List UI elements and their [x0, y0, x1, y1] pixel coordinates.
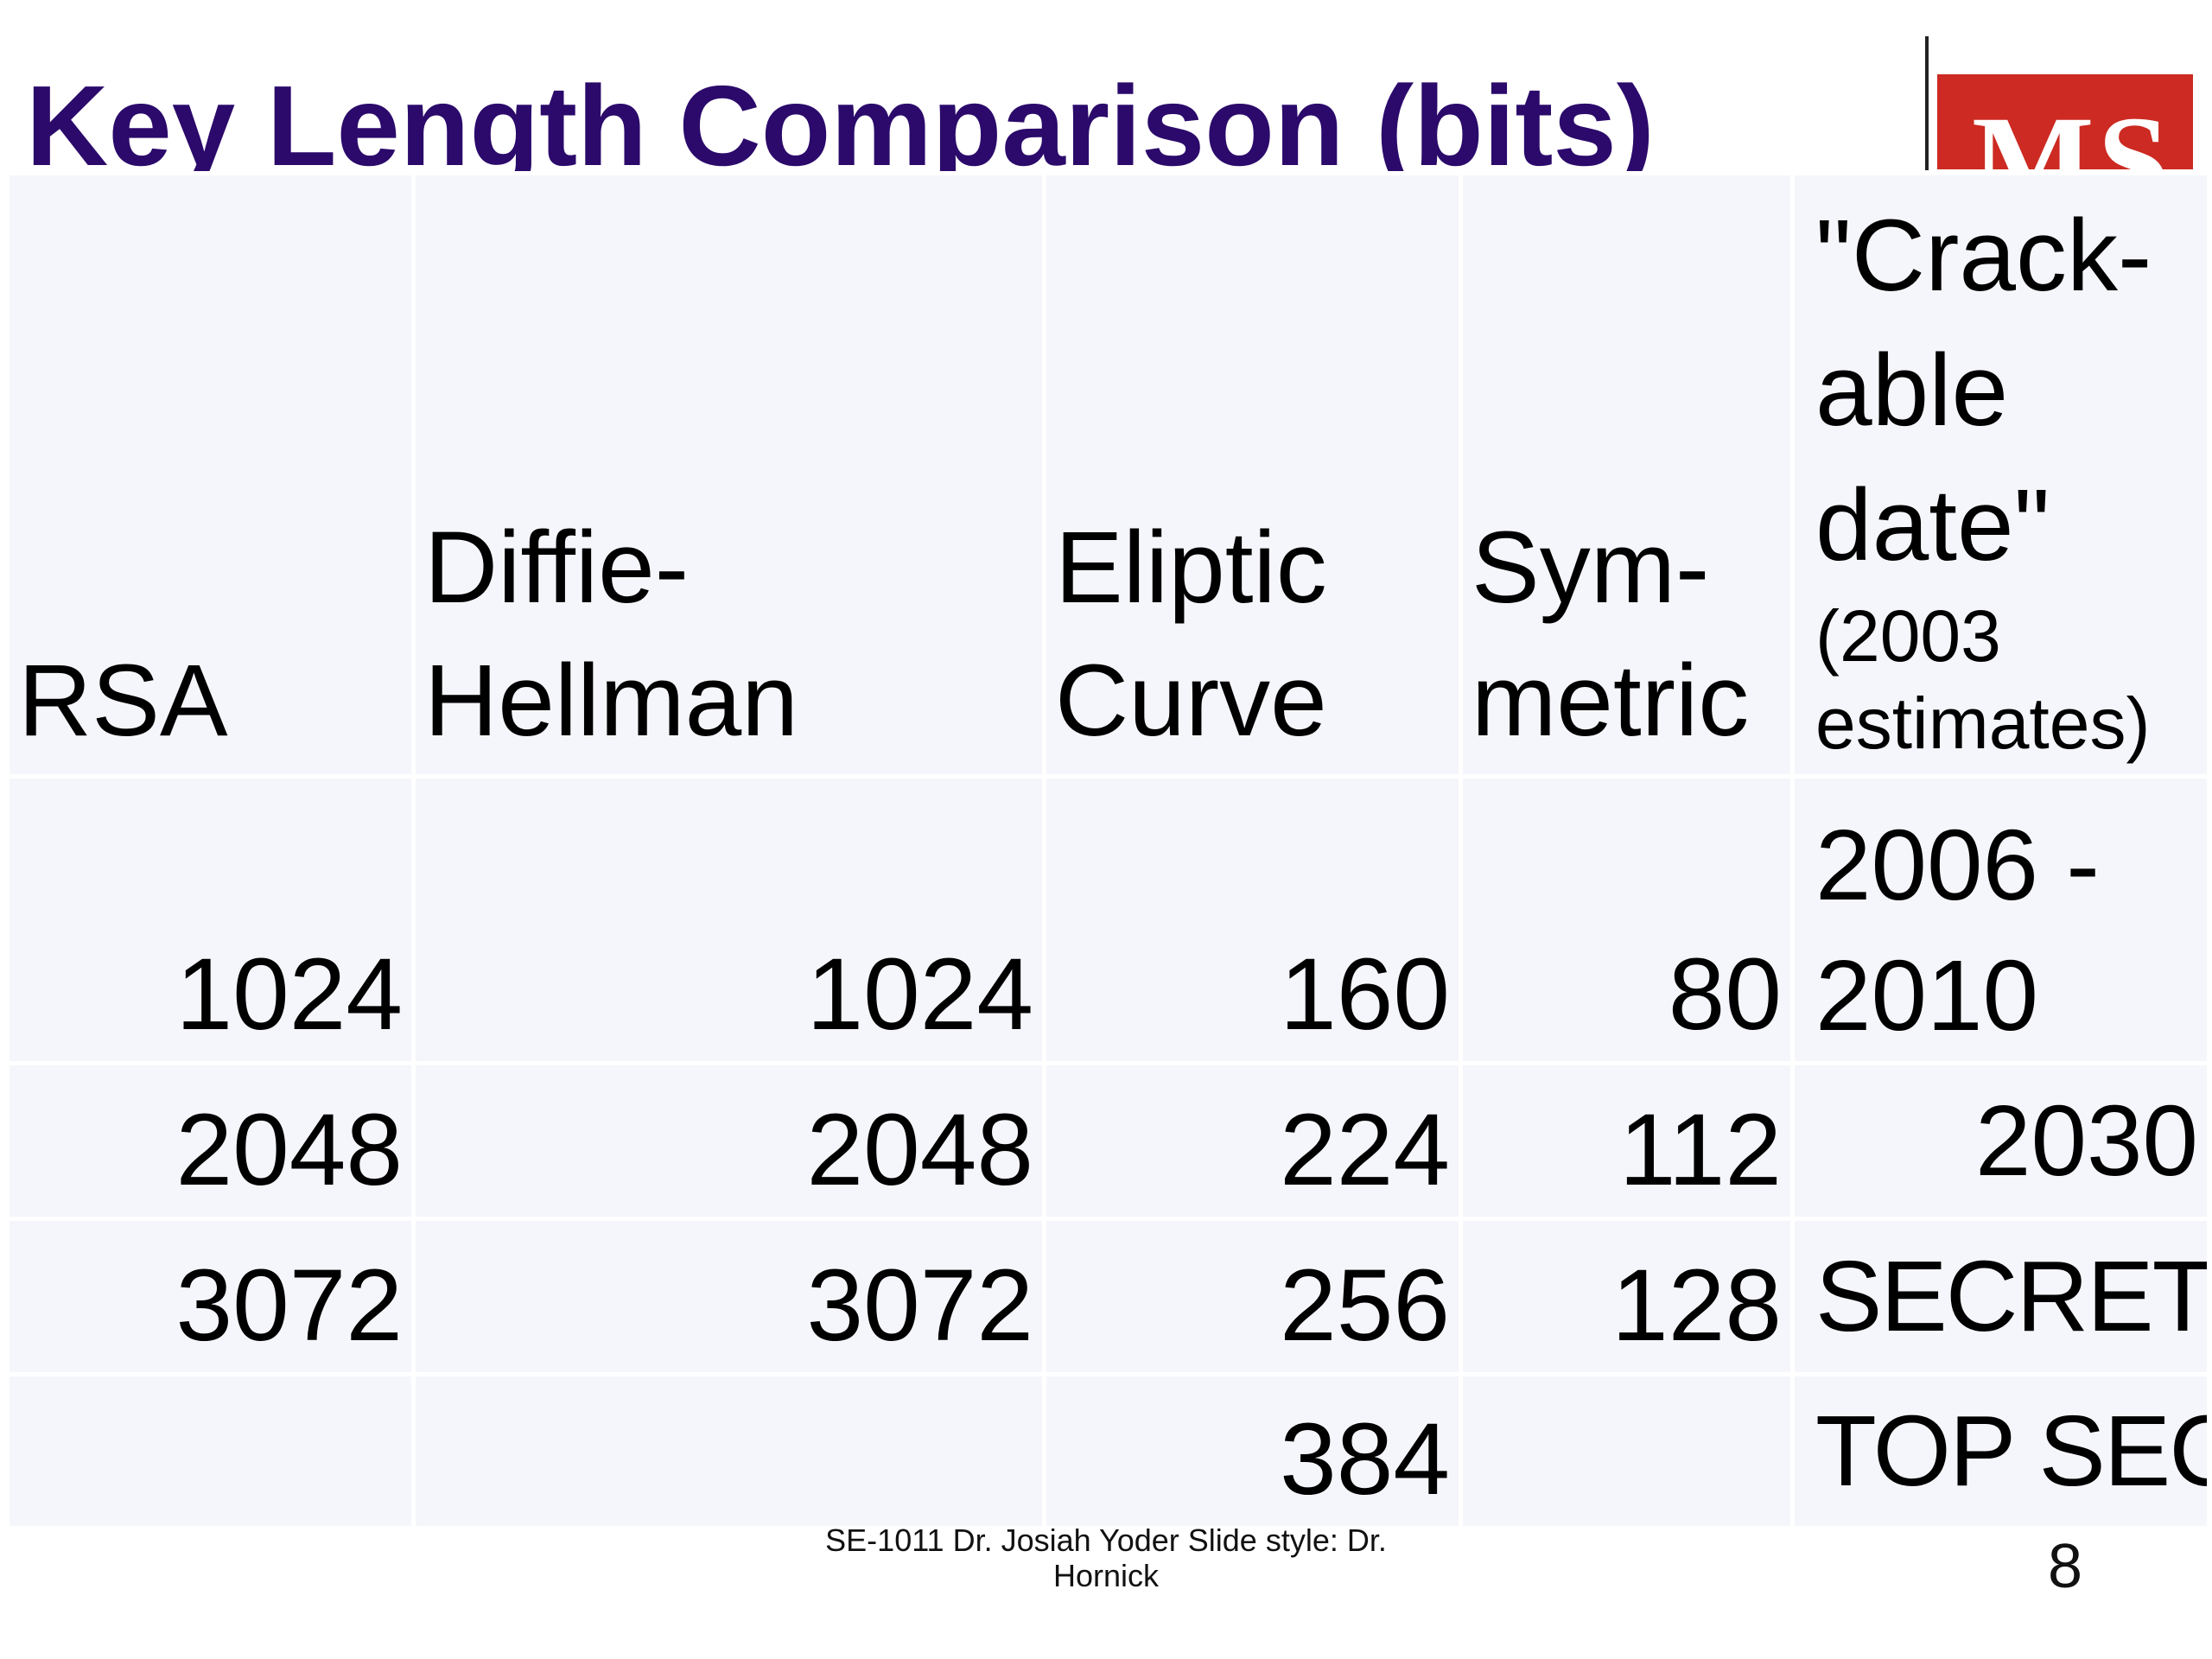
cell-date-line1: 2006 - [1815, 809, 2100, 922]
cell-ec: 224 [1042, 1061, 1463, 1221]
header-sym-line1: Sym- [1471, 511, 1710, 626]
cell-dh [411, 1372, 1046, 1530]
header-sym-line2: metric [1471, 643, 1750, 758]
logo-text: MS [1972, 90, 2173, 169]
footer-credit: SE-1011 Dr. Josiah Yoder Slide style: Dr… [825, 1522, 1387, 1594]
cell-dh: 2048 [411, 1061, 1046, 1221]
cell-rsa [5, 1372, 416, 1530]
cell-rsa: 3072 [5, 1217, 416, 1376]
header-diffie-hellman: Diffie- Hellman [411, 171, 1046, 779]
msoe-logo: MS [1937, 74, 2193, 169]
header-dh-line2: Hellman [424, 643, 798, 758]
cell-date: SECRET [1790, 1217, 2211, 1376]
cell-date: 2006 - 2010 [1790, 774, 2211, 1065]
cell-ec: 256 [1042, 1217, 1463, 1376]
cell-date: TOP SEC [1790, 1372, 2211, 1530]
table-row: 2048 2048 224 112 2030 [5, 1061, 2211, 1221]
cell-sym: 112 [1459, 1061, 1795, 1221]
cell-dh: 1024 [411, 774, 1046, 1065]
cell-rsa: 1024 [5, 774, 416, 1065]
header-date-line2: able [1815, 333, 2009, 448]
header-date-line1: "Crack- [1815, 199, 2152, 314]
header-rsa: RSA [5, 171, 416, 779]
cell-sym: 80 [1459, 774, 1795, 1065]
header-dh-line1: Diffie- [424, 511, 690, 626]
cell-ec: 160 [1042, 774, 1463, 1065]
header-date-line3: date" [1815, 467, 2050, 582]
header-symmetric: Sym- metric [1459, 171, 1795, 779]
table-row: 384 TOP SEC [5, 1372, 2211, 1530]
header-ec-line2: Curve [1055, 643, 1327, 758]
cell-ec: 384 [1042, 1372, 1463, 1530]
table-row: 3072 3072 256 128 SECRET [5, 1217, 2211, 1376]
key-length-table: RSA Diffie- Hellman Eliptic Curve Sym- m… [5, 171, 2211, 1530]
page-number: 8 [2047, 1532, 2083, 1601]
cell-date-line2: 2010 [1815, 939, 2039, 1052]
logo-divider [1925, 36, 1929, 170]
cell-date: 2030 [1790, 1061, 2211, 1221]
header-date-note1: (2003 [1815, 595, 2001, 677]
cell-dh: 3072 [411, 1217, 1046, 1376]
slide-title: Key Length Comparison (bits) [26, 62, 1655, 173]
cell-rsa: 2048 [5, 1061, 416, 1221]
header-crackable-date: "Crack- able date" (2003 estimates) [1790, 171, 2211, 779]
cell-sym: 128 [1459, 1217, 1795, 1376]
table-header-row: RSA Diffie- Hellman Eliptic Curve Sym- m… [5, 171, 2211, 779]
table-row: 1024 1024 160 80 2006 - 2010 [5, 774, 2211, 1065]
header-elliptic-curve: Eliptic Curve [1042, 171, 1463, 779]
cell-sym [1459, 1372, 1795, 1530]
header-ec-line1: Eliptic [1055, 511, 1327, 626]
header-date-note2: estimates) [1815, 683, 2151, 765]
